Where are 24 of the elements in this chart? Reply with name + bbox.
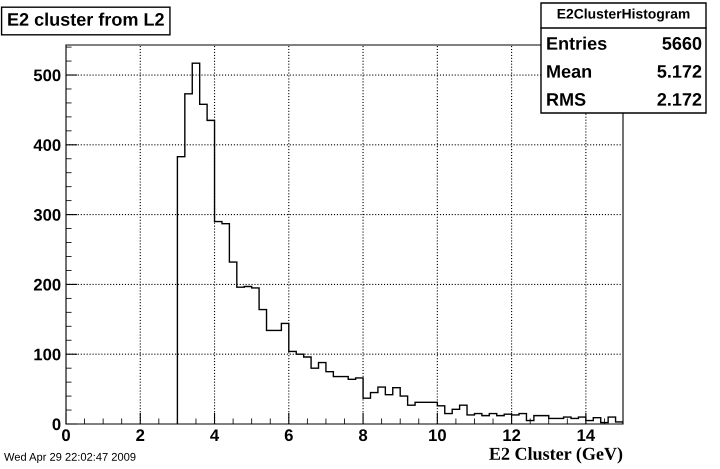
annotation: RMS [547, 93, 586, 106]
annotation: Mean [547, 65, 592, 78]
text: 5660 [662, 37, 702, 50]
y-tick-label: 500 [34, 69, 60, 82]
text: Wed Apr 29 22:02:47 2009 [4, 452, 136, 463]
x-tick-label: 4 [210, 429, 220, 441]
x-tick-label: 2 [136, 429, 144, 441]
text: 2.172 [657, 93, 702, 106]
x-axis-title: E2 Cluster (GeV) [489, 447, 622, 464]
y-tick-label: 100 [34, 348, 60, 360]
x-tick-label: 8 [358, 429, 368, 442]
x-tick-label: 14 [578, 429, 596, 441]
y-tick-label: 0 [52, 418, 60, 430]
y-tick-label: 300 [34, 209, 60, 221]
x-tick-label: 6 [284, 429, 293, 442]
y-tick-label: 200 [34, 278, 60, 291]
text: 5.172 [657, 65, 702, 78]
chart-title: E2 cluster from L2 [8, 12, 164, 26]
text: E2ClusterHistogram [558, 8, 690, 22]
annotation: Entries [547, 36, 606, 50]
x-tick-label: 12 [503, 429, 520, 441]
x-tick-label: 10 [429, 429, 446, 442]
x-tick-label: 0 [62, 429, 70, 442]
y-tick-label: 400 [34, 139, 60, 152]
